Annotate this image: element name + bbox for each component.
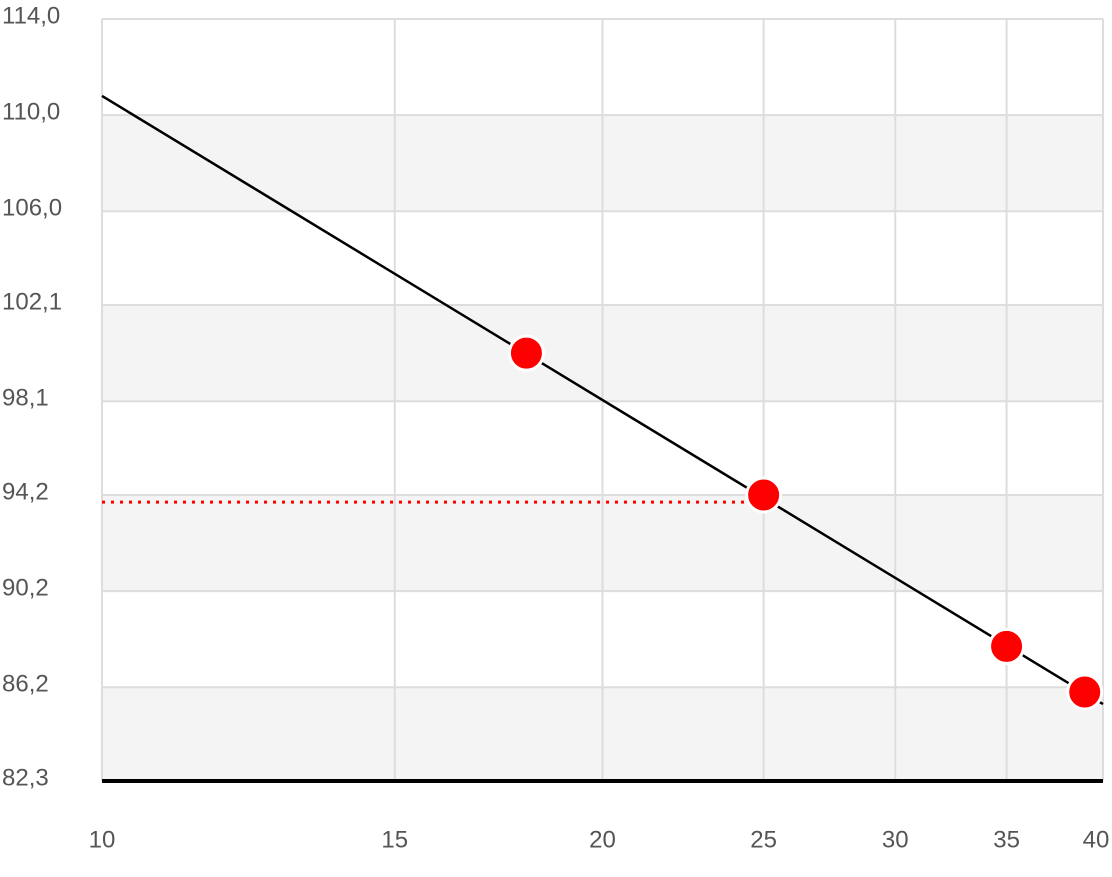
grid: 82,3 86,2 90,2 94,2 98,1 102,1 106,0 110,0 114,0… — [2, 2, 1109, 853]
y-tick-label: 86,2 — [2, 671, 49, 698]
y-tick-label: 90,2 — [2, 574, 49, 601]
x-tick-label: 30 — [882, 826, 909, 853]
y-tick-label: 94,2 — [2, 478, 49, 505]
y-tick-label: 82,3 — [2, 764, 49, 791]
point — [988, 627, 1026, 665]
x-tick-label: 40 — [1083, 826, 1110, 853]
point — [507, 334, 545, 372]
y-tick-label: 102,1 — [2, 288, 62, 315]
x-tick-label: 35 — [993, 826, 1020, 853]
x-tick-label: 25 — [750, 826, 777, 853]
marks — [101, 94, 1104, 711]
x-tick-label: 10 — [89, 826, 116, 853]
point — [745, 476, 783, 514]
line — [101, 94, 1104, 706]
point — [1066, 673, 1104, 711]
y-tick-label: 114,0 — [2, 2, 60, 29]
y-tick-label: 110,0 — [2, 98, 60, 125]
x-tick-label: 15 — [381, 826, 408, 853]
x-tick-label: 20 — [589, 826, 616, 853]
y-tick-label: 98,1 — [2, 385, 49, 412]
y-tick-label: 106,0 — [2, 195, 62, 222]
